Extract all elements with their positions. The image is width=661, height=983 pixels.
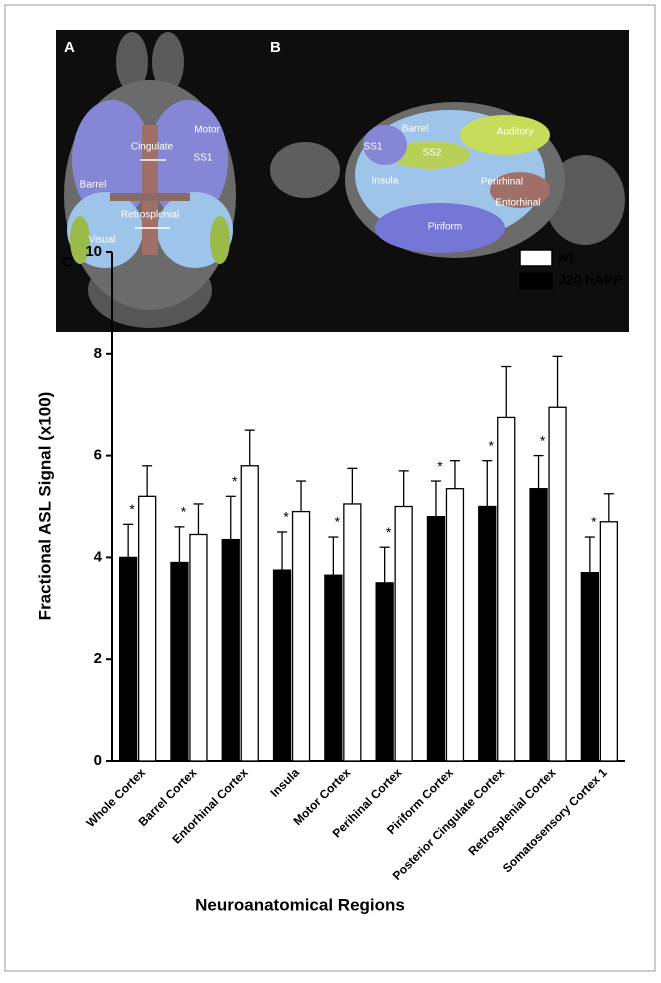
- x-tick-label: Retrosplenial Cortex: [466, 765, 559, 858]
- significance-label: *: [232, 473, 238, 489]
- region-label: Cingulate: [131, 142, 174, 153]
- significance-label: *: [437, 458, 443, 474]
- error-bar: [174, 527, 184, 563]
- bar: [274, 570, 291, 761]
- bar: [293, 512, 310, 761]
- significance-label: *: [181, 504, 187, 520]
- y-tick-label: 10: [85, 243, 102, 260]
- error-bar: [226, 496, 236, 539]
- legend-label: J20 hAPP: [558, 272, 623, 288]
- region-label: Piriform: [428, 222, 462, 233]
- significance-label: *: [540, 432, 546, 448]
- region-label: Entorhinal: [495, 198, 540, 209]
- figure: A Motor Cingulate SS1 Barrel Retrospleni…: [0, 0, 661, 978]
- error-bar: [482, 461, 492, 507]
- region-label: Auditory: [497, 127, 534, 138]
- bar: [171, 562, 188, 761]
- bar: [120, 557, 137, 761]
- bar: [498, 417, 515, 761]
- error-bar: [328, 537, 338, 575]
- bar: [581, 573, 598, 761]
- bar: [222, 540, 239, 761]
- error-bar: [380, 547, 390, 583]
- significance-label: *: [386, 524, 392, 540]
- significance-label: *: [591, 514, 597, 530]
- region-label: Perirhinal: [481, 177, 523, 188]
- significance-label: *: [283, 509, 289, 525]
- region-label: Insula: [372, 176, 399, 187]
- x-tick-label: Insula: [267, 765, 302, 800]
- region-label: SS2: [423, 148, 442, 159]
- bar: [427, 517, 444, 761]
- legend-swatch: [520, 273, 552, 289]
- error-bar: [431, 481, 441, 517]
- error-bar: [585, 537, 595, 573]
- legend-swatch: [520, 250, 552, 266]
- error-bar: [450, 461, 460, 489]
- bar: [600, 522, 617, 761]
- panel-label: C: [62, 254, 73, 271]
- region-label: Barrel: [402, 124, 429, 135]
- panel-label: A: [64, 39, 75, 56]
- bar: [139, 496, 156, 761]
- region-label: SS1: [364, 142, 383, 153]
- x-axis-title: Neuroanatomical Regions: [195, 895, 405, 914]
- bar: [190, 534, 207, 761]
- error-bar: [193, 504, 203, 535]
- y-axis-title: Fractional ASL Signal (x100): [35, 392, 54, 621]
- significance-label: *: [489, 437, 495, 453]
- bar: [395, 507, 412, 762]
- y-tick-label: 0: [94, 752, 102, 769]
- significance-label: *: [335, 514, 341, 530]
- region-label: Motor: [194, 125, 220, 136]
- error-bar: [501, 367, 511, 418]
- error-bar: [123, 524, 133, 557]
- bar: [376, 583, 393, 761]
- bar: [549, 407, 566, 761]
- bar: [479, 507, 496, 762]
- error-bar: [277, 532, 287, 570]
- bar: [241, 466, 258, 761]
- y-tick-label: 8: [94, 345, 102, 362]
- region-label: Barrel: [80, 180, 107, 191]
- panel-label: B: [270, 39, 281, 56]
- bar: [325, 575, 342, 761]
- error-bar: [534, 456, 544, 489]
- bar: [530, 489, 547, 761]
- error-bar: [142, 466, 152, 497]
- y-tick-label: 2: [94, 650, 102, 667]
- error-bar: [553, 356, 563, 407]
- error-bar: [399, 471, 409, 507]
- x-tick-label: Somatosensory Cortex 1: [500, 765, 610, 875]
- region-label: Retrosplenial: [121, 210, 179, 221]
- y-tick-label: 6: [94, 447, 102, 464]
- bar: [344, 504, 361, 761]
- error-bar: [245, 430, 255, 466]
- error-bar: [604, 494, 614, 522]
- bar: [446, 489, 463, 761]
- legend-label: wt: [557, 249, 574, 265]
- y-tick-label: 4: [94, 548, 103, 565]
- error-bar: [296, 481, 306, 512]
- significance-label: *: [129, 501, 135, 517]
- region-label: SS1: [194, 153, 213, 164]
- error-bar: [347, 468, 357, 504]
